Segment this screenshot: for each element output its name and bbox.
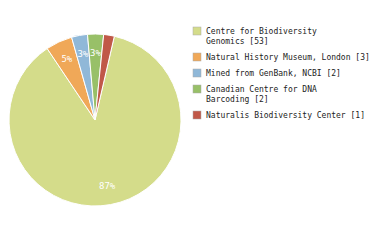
legend: Centre for BiodiversityGenomics [53] Natu… — [193, 27, 370, 120]
chart-container: 87% 5% 3%3% Centre for BiodiversityGenomics… — [0, 0, 380, 240]
legend-label: Mined from GenBank, NCBI [2] — [206, 69, 341, 78]
slices — [9, 34, 181, 206]
legend-swatch — [193, 111, 201, 119]
legend-label: Centre for BiodiversityGenomics [53] — [206, 27, 317, 46]
legend-swatch — [193, 85, 201, 93]
legend-label: Natural History Museum, London [3] — [206, 53, 370, 62]
legend-label: Canadian Centre for DNABarcoding [2] — [206, 85, 317, 104]
legend-swatch — [193, 69, 201, 77]
data-label: 5% — [61, 54, 72, 64]
legend-label: Naturalis Biodiversity Center [1] — [206, 111, 365, 120]
legend-swatch — [193, 53, 201, 61]
legend-swatch — [193, 27, 201, 35]
chart: 87% 5% 3%3% Centre for BiodiversityGenomics… — [0, 0, 380, 240]
data-label: 3% — [77, 49, 88, 59]
data-labels: 87% 5% 3%3% — [61, 48, 115, 191]
data-label: 3% — [90, 48, 101, 58]
data-label: 87% — [99, 181, 116, 191]
